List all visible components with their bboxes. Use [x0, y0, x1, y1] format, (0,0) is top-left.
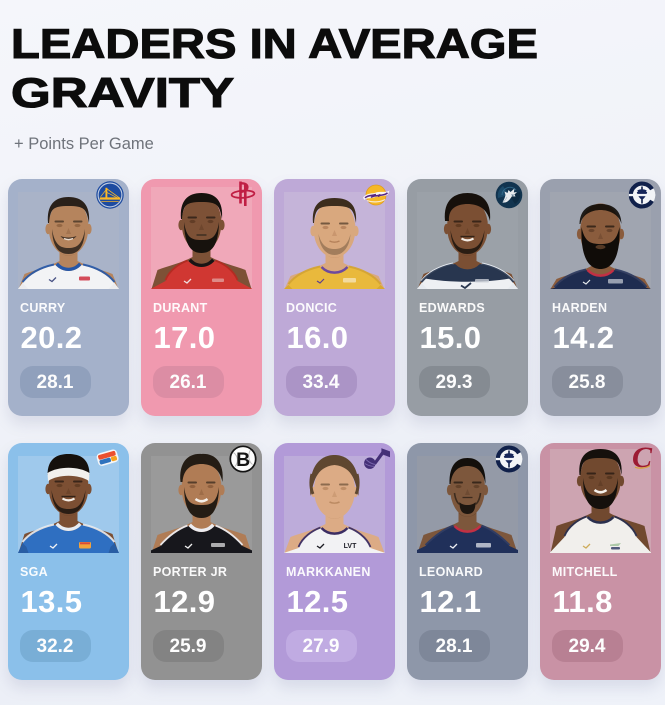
svg-text:C: C — [632, 444, 653, 472]
svg-text:B: B — [236, 449, 250, 471]
svg-text:LVT: LVT — [344, 543, 357, 550]
